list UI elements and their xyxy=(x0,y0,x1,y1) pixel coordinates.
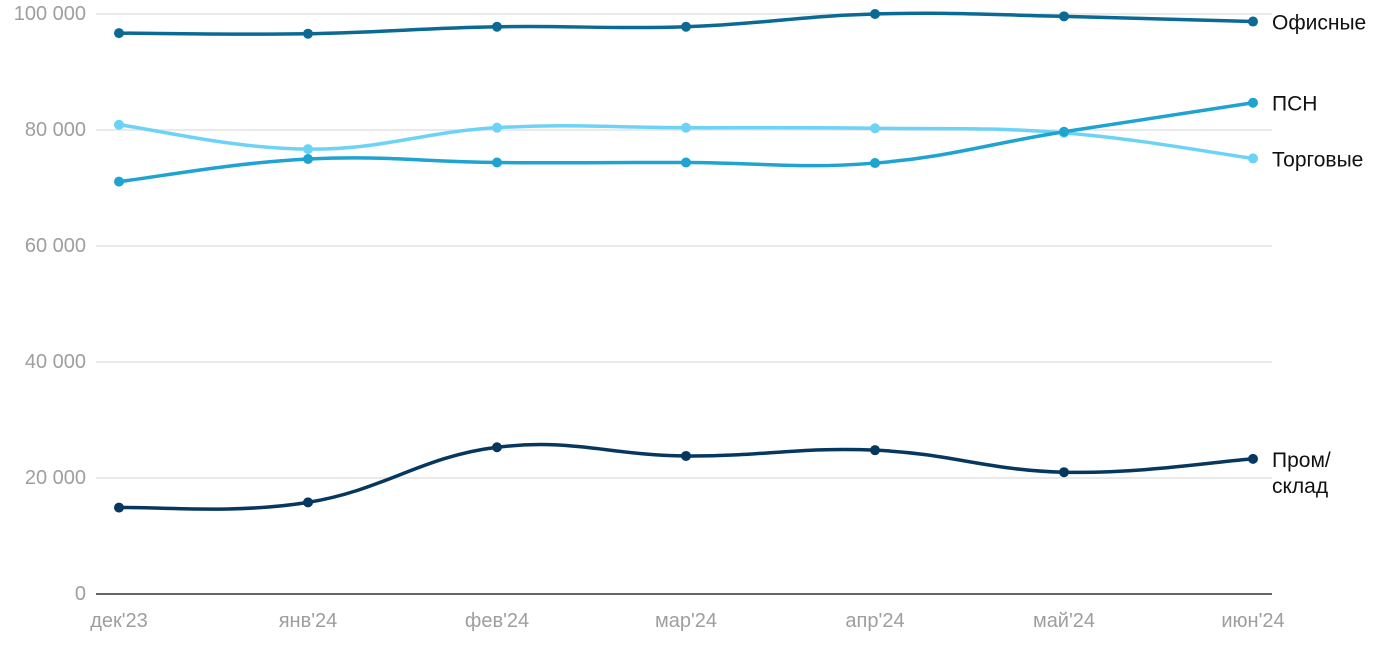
data-point xyxy=(303,144,313,155)
data-point xyxy=(114,119,124,130)
series-label: Торговые xyxy=(1272,148,1363,171)
series-label: Пром/ xyxy=(1272,449,1331,472)
data-point xyxy=(681,21,691,32)
y-tick-label: 100 000 xyxy=(14,3,86,25)
data-point xyxy=(1248,153,1258,164)
x-tick-label: июн'24 xyxy=(1221,610,1284,632)
data-point xyxy=(870,9,880,19)
x-tick-label: апр'24 xyxy=(845,610,904,632)
x-axis-ticks: дек'23 янв'24 фев'24 мар'24 апр'24 май'24 июн'… xyxy=(90,610,1284,632)
data-point xyxy=(114,176,124,187)
x-tick-label: фев'24 xyxy=(465,610,529,632)
data-point xyxy=(1059,467,1069,478)
series-label: Офисные xyxy=(1272,12,1366,35)
data-point xyxy=(492,157,502,168)
data-point xyxy=(303,154,313,164)
x-tick-label: май'24 xyxy=(1033,610,1095,632)
data-point xyxy=(681,122,691,133)
data-point xyxy=(492,21,502,32)
data-point xyxy=(1059,126,1069,137)
x-tick-label: дек'23 xyxy=(90,610,148,632)
x-tick-label: мар'24 xyxy=(655,610,717,632)
data-point xyxy=(303,497,313,508)
data-point xyxy=(1248,453,1258,464)
data-point xyxy=(303,28,313,39)
y-tick-label: 40 000 xyxy=(25,351,86,373)
y-tick-label: 60 000 xyxy=(25,235,86,257)
series-label: ПСН xyxy=(1272,93,1317,116)
series-3 xyxy=(114,442,1258,513)
data-point xyxy=(114,28,124,39)
data-point xyxy=(492,442,502,453)
data-point xyxy=(1248,97,1258,108)
data-point xyxy=(114,502,124,513)
data-point xyxy=(681,157,691,168)
x-tick-label: янв'24 xyxy=(279,610,338,632)
series-label: склад xyxy=(1272,475,1328,498)
y-axis-ticks: 0 20 000 40 000 60 000 80 000 100 000 xyxy=(14,3,86,605)
series-0 xyxy=(114,9,1258,39)
data-point xyxy=(1059,11,1069,22)
series-2 xyxy=(114,119,1258,164)
data-point xyxy=(681,450,691,461)
y-tick-label: 0 xyxy=(75,583,86,605)
series-line xyxy=(117,100,1255,184)
data-point xyxy=(1248,16,1258,27)
y-tick-label: 20 000 xyxy=(25,467,86,489)
data-point xyxy=(870,158,880,169)
series-layer xyxy=(114,9,1258,513)
y-tick-label: 80 000 xyxy=(25,119,86,141)
data-point xyxy=(870,123,880,134)
series-labels: Офисные ПСН Торговые Пром/склад xyxy=(1272,12,1366,498)
data-point xyxy=(492,122,502,133)
grid xyxy=(96,13,1272,479)
series-1 xyxy=(114,97,1258,187)
data-point xyxy=(870,445,880,456)
